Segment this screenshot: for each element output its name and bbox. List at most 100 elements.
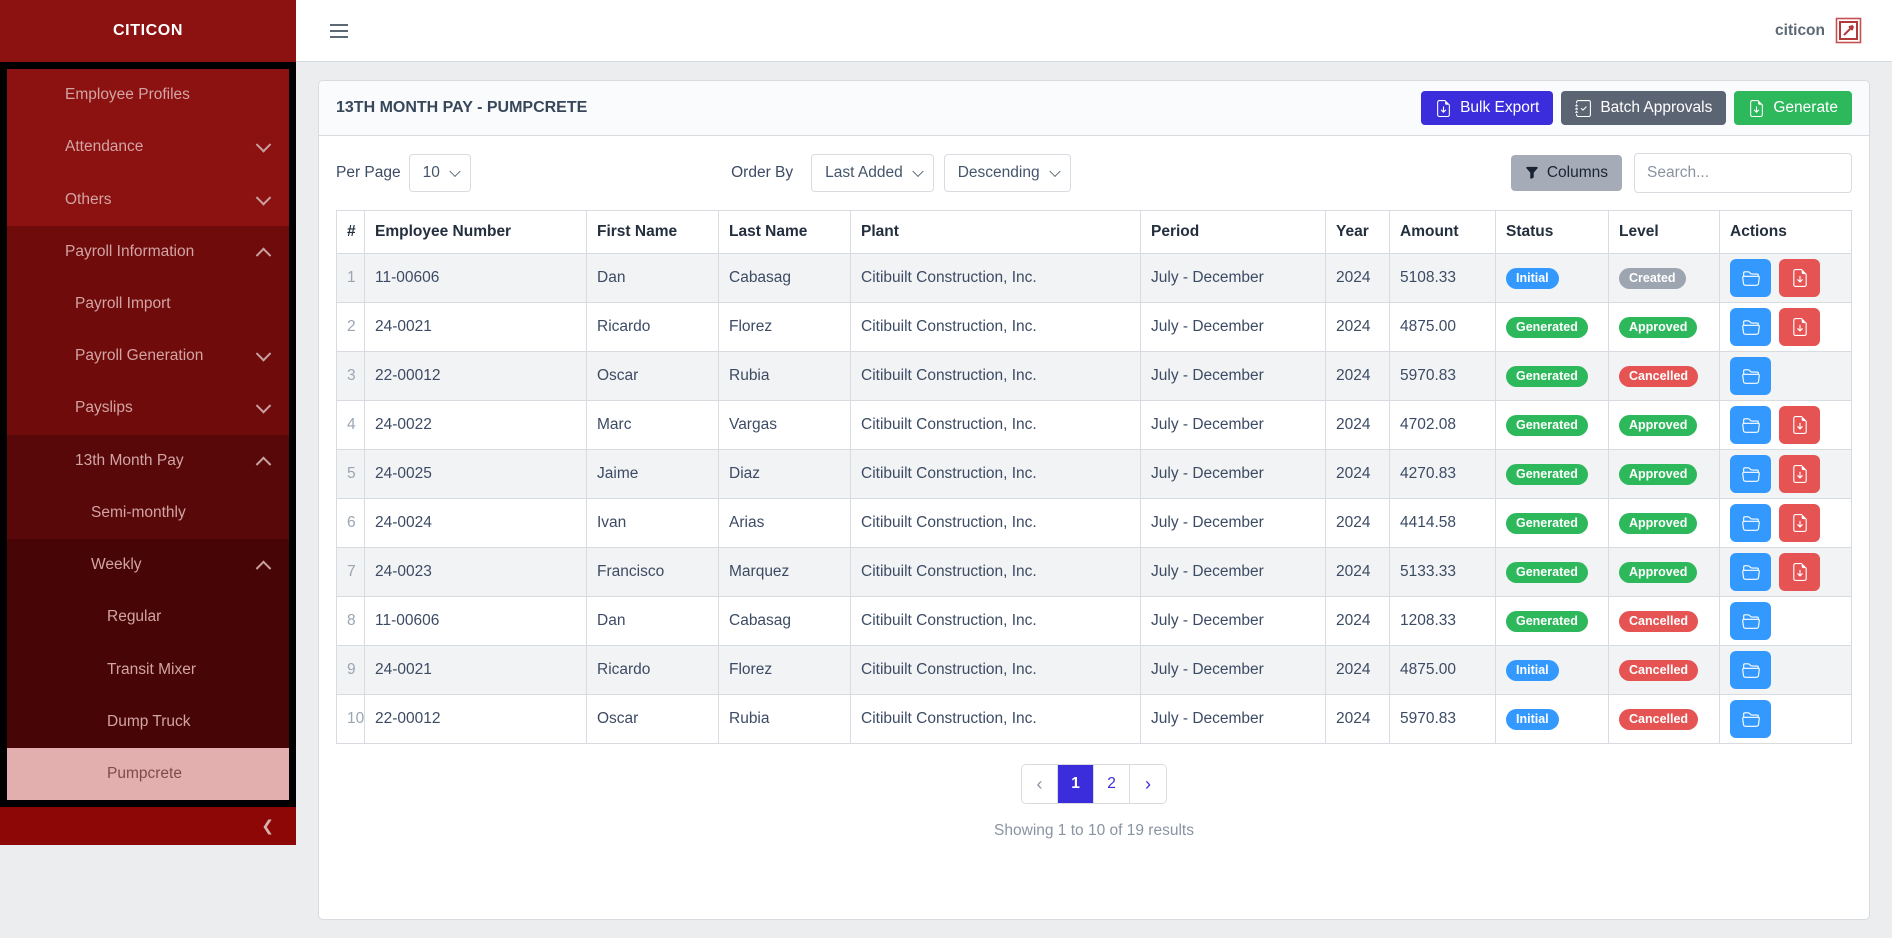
citicon-logo-icon <box>1835 17 1862 44</box>
year-cell: 2024 <box>1325 253 1390 303</box>
file-arrow-down-icon <box>1791 563 1809 581</box>
sidebar-item-pumpcrete[interactable]: Pumpcrete <box>7 747 289 801</box>
first-name-cell: Oscar <box>586 351 719 401</box>
first-name-cell: Oscar <box>586 694 719 744</box>
first-name-cell: Dan <box>586 596 719 646</box>
sidebar-item-payroll-generation[interactable]: Payroll Generation <box>7 330 289 383</box>
status-cell: Generated <box>1495 400 1609 450</box>
status-cell: Generated <box>1495 547 1609 597</box>
hamburger-menu-icon[interactable] <box>326 20 352 42</box>
sidebar-item-label: Transit Mixer <box>107 660 196 678</box>
status-badge: Generated <box>1506 365 1588 387</box>
status-cell: Generated <box>1495 449 1609 499</box>
first-name-cell: Ricardo <box>586 302 719 352</box>
actions-cell <box>1719 645 1852 695</box>
view-folder-button[interactable] <box>1730 700 1771 738</box>
chevron-up-icon <box>255 247 272 263</box>
sidebar-item-employee-profiles[interactable]: Employee Profiles <box>7 69 289 122</box>
first-name-cell: Ivan <box>586 498 719 548</box>
view-folder-button[interactable] <box>1730 357 1771 395</box>
sidebar-item-payslips[interactable]: Payslips <box>7 382 289 435</box>
card-body: Per Page 10 Order By Last Added Descendi… <box>319 136 1869 857</box>
button-label: Bulk Export <box>1460 99 1540 116</box>
sidebar-item-transit-mixer[interactable]: Transit Mixer <box>7 643 289 696</box>
year-cell: 2024 <box>1325 645 1390 695</box>
plant-cell: Citibuilt Construction, Inc. <box>850 351 1141 401</box>
status-cell: Initial <box>1495 694 1609 744</box>
view-folder-button[interactable] <box>1730 406 1771 444</box>
employee-number-cell: 24-0021 <box>364 302 587 352</box>
sidebar-item-dump-truck[interactable]: Dump Truck <box>7 695 289 748</box>
sidebar-item-13th-month-pay[interactable]: 13th Month Pay <box>7 434 289 487</box>
employee-number-cell: 24-0025 <box>364 449 587 499</box>
amount-cell: 4414.58 <box>1389 498 1496 548</box>
view-folder-button[interactable] <box>1730 259 1771 297</box>
folder-open-icon <box>1741 416 1760 434</box>
pagination: ‹ 1 2 › <box>1021 764 1167 804</box>
next-page-button[interactable]: › <box>1130 765 1166 803</box>
download-file-button[interactable] <box>1779 406 1820 444</box>
topbar: citicon <box>296 0 1892 62</box>
level-badge: Approved <box>1619 512 1698 534</box>
sidebar-item-attendance[interactable]: Attendance <box>7 121 289 174</box>
sidebar-item-label: Payslips <box>75 399 133 417</box>
download-file-button[interactable] <box>1779 308 1820 346</box>
last-name-cell: Diaz <box>718 449 851 499</box>
download-file-button[interactable] <box>1779 455 1820 493</box>
search-input[interactable] <box>1633 153 1852 193</box>
view-folder-button[interactable] <box>1730 651 1771 689</box>
order-by-select[interactable]: Last Added <box>811 154 934 192</box>
view-folder-button[interactable] <box>1730 553 1771 591</box>
sidebar-collapse-icon[interactable]: ❮ <box>261 818 274 835</box>
page-1-button[interactable]: 1 <box>1058 765 1094 803</box>
direction-select[interactable]: Descending <box>943 154 1071 192</box>
level-cell: Cancelled <box>1608 645 1720 695</box>
file-arrow-down-icon <box>1748 99 1765 117</box>
employee-number-cell: 22-00012 <box>364 351 587 401</box>
generate-button[interactable]: Generate <box>1734 91 1852 125</box>
year-cell: 2024 <box>1325 400 1390 450</box>
sidebar-item-regular[interactable]: Regular <box>7 591 289 644</box>
folder-open-icon <box>1741 269 1760 287</box>
view-folder-button[interactable] <box>1730 504 1771 542</box>
actions-cell <box>1719 449 1852 499</box>
sidebar-item-semi-monthly[interactable]: Semi-monthly <box>7 486 289 539</box>
level-badge: Approved <box>1619 463 1698 485</box>
status-badge: Generated <box>1506 561 1588 583</box>
sidebar-item-others[interactable]: Others <box>7 173 289 226</box>
plant-cell: Citibuilt Construction, Inc. <box>850 302 1141 352</box>
per-page-select[interactable]: 10 <box>408 154 471 192</box>
sidebar-item-weekly[interactable]: Weekly <box>7 538 289 592</box>
topbar-user[interactable]: citicon <box>1775 17 1862 44</box>
download-file-button[interactable] <box>1779 259 1820 297</box>
bulk-export-button[interactable]: Bulk Export <box>1421 91 1554 125</box>
download-file-button[interactable] <box>1779 504 1820 542</box>
column-header-year: Year <box>1325 210 1390 254</box>
view-folder-button[interactable] <box>1730 455 1771 493</box>
download-file-button[interactable] <box>1779 553 1820 591</box>
results-table: # Employee Number First Name Last Name Plant… <box>336 210 1852 744</box>
level-badge: Cancelled <box>1619 659 1699 681</box>
sidebar-item-label: Employee Profiles <box>65 86 190 104</box>
batch-approvals-button[interactable]: Batch Approvals <box>1561 91 1727 125</box>
amount-cell: 5108.33 <box>1389 253 1496 303</box>
sidebar-item-payroll-import[interactable]: Payroll Import <box>7 277 289 331</box>
folder-open-icon <box>1741 465 1760 483</box>
view-folder-button[interactable] <box>1730 602 1771 640</box>
sidebar-item-payroll-information[interactable]: Payroll Information <box>7 225 289 278</box>
columns-button[interactable]: Columns <box>1510 155 1622 191</box>
prev-page-button[interactable]: ‹ <box>1022 765 1058 803</box>
folder-open-icon <box>1741 514 1760 532</box>
table-row: 7 24-0023 Francisco Marquez Citibuilt Constr… <box>336 547 1852 597</box>
employee-number-cell: 11-00606 <box>364 253 587 303</box>
status-badge: Initial <box>1506 267 1559 289</box>
page-title: 13TH MONTH PAY - PUMPCRETE <box>336 99 588 116</box>
view-folder-button[interactable] <box>1730 308 1771 346</box>
year-cell: 2024 <box>1325 694 1390 744</box>
folder-open-icon <box>1741 612 1760 630</box>
chevron-down-icon <box>255 137 272 153</box>
page-2-button[interactable]: 2 <box>1094 765 1130 803</box>
level-cell: Approved <box>1608 547 1720 597</box>
table-row: 1 11-00606 Dan Cabasag Citibuilt Constructio… <box>336 253 1852 303</box>
amount-cell: 1208.33 <box>1389 596 1496 646</box>
